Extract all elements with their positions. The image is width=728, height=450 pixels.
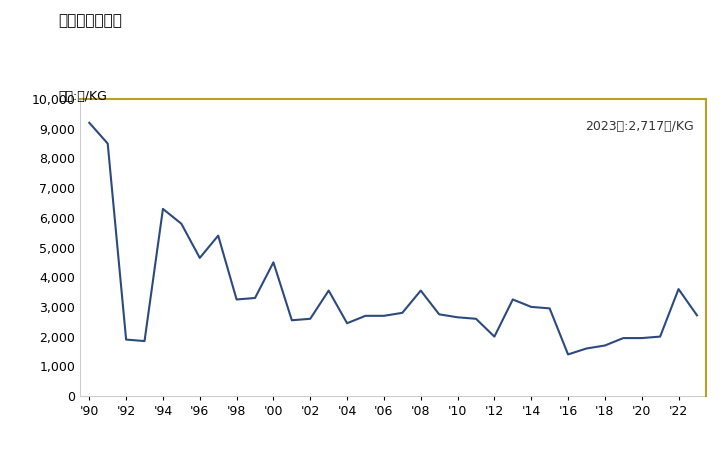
Text: 2023年:2,717円/KG: 2023年:2,717円/KG (585, 120, 694, 133)
Text: 単位:円/KG: 単位:円/KG (58, 90, 107, 103)
Text: 輸入価格の推移: 輸入価格の推移 (58, 14, 122, 28)
